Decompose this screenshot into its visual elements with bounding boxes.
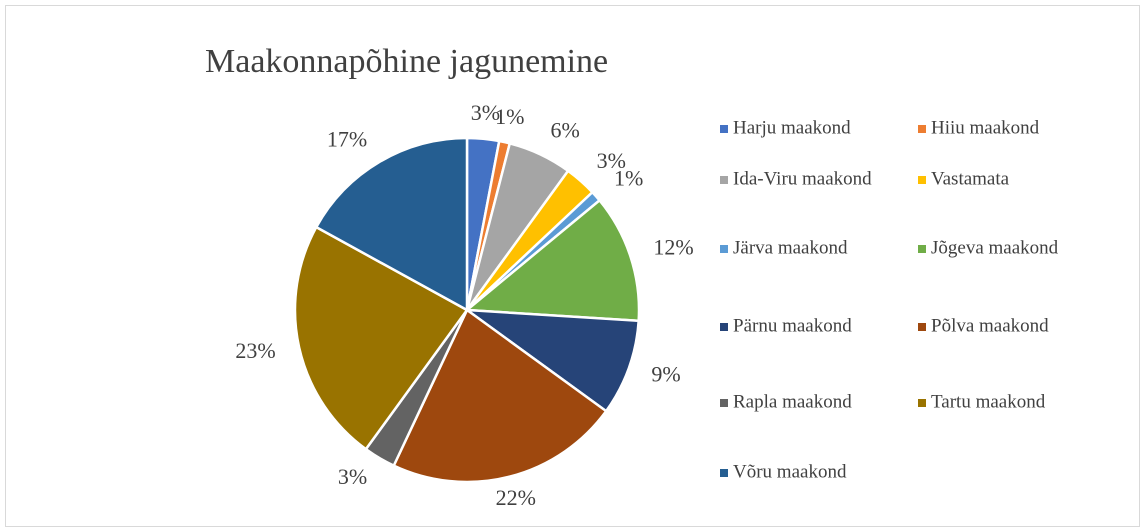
- data-label: 9%: [651, 361, 680, 386]
- legend-label: Vastamata: [931, 168, 1010, 189]
- pie-slice: [462, 308, 640, 413]
- data-label: 3%: [338, 464, 367, 489]
- legend-swatch: [918, 399, 926, 407]
- legend-swatch: [918, 176, 926, 184]
- pie-slice: [314, 136, 469, 313]
- legend-label: Jõgeva maakond: [931, 237, 1059, 258]
- legend-swatch: [720, 469, 728, 477]
- chart-title: Maakonnapõhine jagunemine: [205, 43, 608, 80]
- legend-swatch: [720, 323, 728, 331]
- legend-label: Võru maakond: [733, 461, 847, 482]
- legend-swatch: [918, 323, 926, 331]
- legend-label: Tartu maakond: [931, 391, 1046, 412]
- legend-swatch: [720, 176, 728, 184]
- legend-swatch: [918, 245, 926, 253]
- legend-swatch: [720, 399, 728, 407]
- legend-label: Pärnu maakond: [733, 315, 852, 336]
- legend-swatch: [720, 245, 728, 253]
- data-label: 1%: [495, 104, 524, 129]
- data-label: 12%: [653, 234, 693, 259]
- data-label: 23%: [235, 338, 275, 363]
- legend-label: Harju maakond: [733, 117, 851, 138]
- data-label: 6%: [550, 118, 579, 143]
- legend-swatch: [720, 125, 728, 133]
- pie-slice: [293, 225, 469, 451]
- legend-label: Hiiu maakond: [931, 117, 1040, 138]
- legend-label: Järva maakond: [733, 237, 848, 258]
- pie-slice: [463, 198, 641, 323]
- data-label: 3%: [597, 148, 626, 173]
- data-label: 1%: [614, 165, 643, 190]
- legend-label: Ida-Viru maakond: [733, 168, 872, 189]
- legend-label: Rapla maakond: [733, 391, 852, 412]
- data-label: 3%: [471, 100, 500, 125]
- legend-swatch: [918, 125, 926, 133]
- data-label: 17%: [327, 126, 367, 151]
- legend-label: Põlva maakond: [931, 315, 1049, 336]
- data-label: 22%: [496, 485, 536, 510]
